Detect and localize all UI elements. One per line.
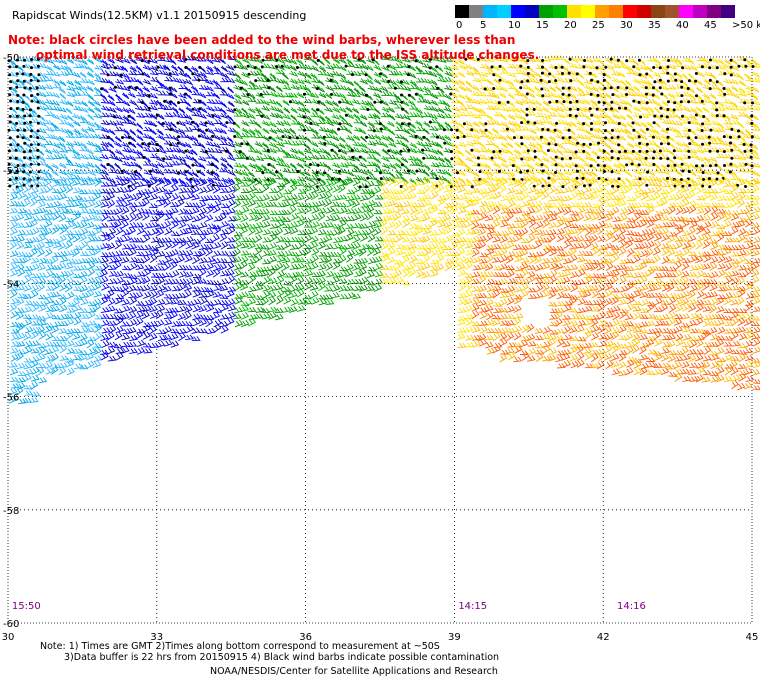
scale-label: 25 bbox=[592, 20, 605, 31]
scale-label: 10 bbox=[508, 20, 521, 31]
scale-color-box bbox=[665, 5, 679, 18]
scale-color-box bbox=[581, 5, 595, 18]
axis-labels: 30 33 36 39 42 45 -50 -52 -54 -56 -58 -60 15:50 14:15… bbox=[2, 53, 759, 643]
scale-color-box bbox=[679, 5, 693, 18]
lat-tick-label: -56 bbox=[3, 393, 19, 404]
scale-color-box bbox=[483, 5, 497, 18]
wind-barbs-layer bbox=[7, 55, 760, 405]
scale-color-box bbox=[469, 5, 483, 18]
scale-label: 30 bbox=[620, 20, 633, 31]
map-grid bbox=[7, 56, 753, 624]
lon-tick-label: 42 bbox=[597, 632, 610, 643]
lat-tick-label: -50 bbox=[3, 53, 19, 64]
lat-tick-label: -52 bbox=[3, 166, 19, 177]
lon-tick-label: 30 bbox=[2, 632, 15, 643]
scale-color-box bbox=[693, 5, 707, 18]
scale-label: 45 bbox=[704, 20, 717, 31]
scale-color-box bbox=[651, 5, 665, 18]
scale-color-box bbox=[455, 5, 469, 18]
scale-color-box bbox=[721, 5, 735, 18]
lon-tick-label: 39 bbox=[448, 632, 461, 643]
color-scale-boxes bbox=[455, 5, 755, 18]
footer-credit: NOAA/NESDIS/Center for Satellite Applica… bbox=[210, 666, 498, 677]
scale-color-box bbox=[553, 5, 567, 18]
footer-note-line-1: Note: 1) Times are GMT 2)Times along bot… bbox=[40, 641, 440, 652]
scale-color-box bbox=[609, 5, 623, 18]
scale-color-box bbox=[511, 5, 525, 18]
time-label: 14:15 bbox=[458, 601, 487, 612]
contamination-note: Note: black circles have been added to t… bbox=[8, 33, 539, 63]
lat-tick-label: -58 bbox=[3, 506, 19, 517]
scale-color-box bbox=[637, 5, 651, 18]
scale-label: 0 bbox=[456, 20, 463, 31]
lon-tick-label: 45 bbox=[746, 632, 759, 643]
scale-label: 40 bbox=[676, 20, 689, 31]
scale-label: >50 knots bbox=[732, 20, 760, 31]
scale-color-box bbox=[497, 5, 511, 18]
time-label: 15:50 bbox=[12, 601, 41, 612]
map-title: Rapidscat Winds(12.5KM) v1.1 20150915 de… bbox=[12, 9, 307, 22]
scale-label: 15 bbox=[536, 20, 549, 31]
note-line-2: optimal wind retrieval conditions are me… bbox=[36, 48, 540, 62]
footer-note-line-2: 3)Data buffer is 22 hrs from 20150915 4)… bbox=[64, 652, 500, 663]
scale-color-box bbox=[623, 5, 637, 18]
lat-tick-label: -54 bbox=[3, 279, 19, 290]
lon-tick-label: 33 bbox=[150, 632, 163, 643]
scale-label: 35 bbox=[648, 20, 661, 31]
scale-color-box bbox=[595, 5, 609, 18]
wind-speed-color-scale: 0 5 10 15 20 25 30 35 40 45 >50 knots bbox=[455, 5, 760, 32]
scale-label: 5 bbox=[480, 20, 487, 31]
time-label: 14:16 bbox=[617, 601, 646, 612]
scale-color-box bbox=[539, 5, 553, 18]
lat-tick-label: -60 bbox=[3, 619, 19, 630]
lon-tick-label: 36 bbox=[299, 632, 312, 643]
scale-color-box bbox=[525, 5, 539, 18]
scale-color-box bbox=[567, 5, 581, 18]
scale-color-box bbox=[707, 5, 721, 18]
color-scale-labels: 0 5 10 15 20 25 30 35 40 45 >50 knots bbox=[455, 18, 760, 32]
scale-label: 20 bbox=[564, 20, 577, 31]
note-line-1: Note: black circles have been added to t… bbox=[8, 33, 516, 47]
